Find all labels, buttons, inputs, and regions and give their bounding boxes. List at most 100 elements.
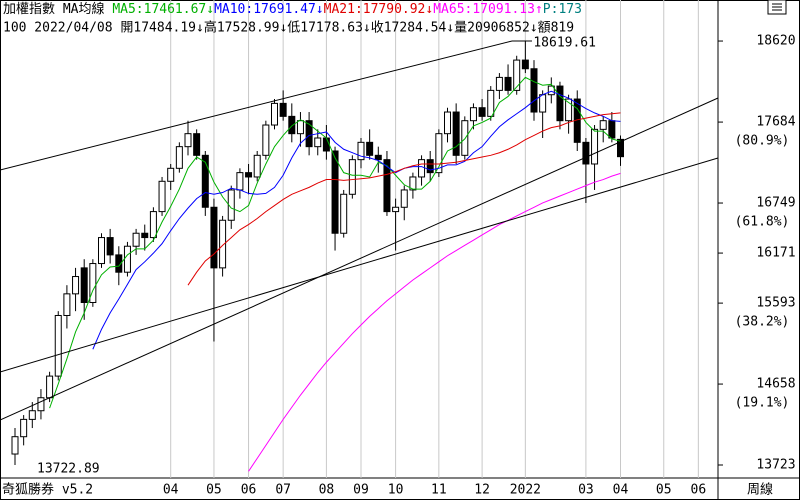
candle-body	[149, 211, 157, 239]
candle-body	[617, 138, 624, 158]
x-tick-label: 10	[388, 483, 404, 498]
candle-body	[435, 133, 443, 174]
candle-body	[322, 137, 330, 152]
candle-body	[115, 254, 123, 273]
header-segment: MA5:17461.67↓	[112, 2, 214, 17]
candle-body	[314, 137, 322, 148]
header: 加權指數 MA均線 MA5:17461.67↓MA10:17691.47↓MA2…	[3, 1, 582, 17]
x-tick-label: 11	[431, 483, 447, 498]
candle-body	[210, 206, 218, 269]
candle-body	[504, 76, 512, 91]
y-tick-label: 13723	[756, 458, 795, 473]
candle-body	[11, 436, 19, 455]
candle-body	[141, 232, 149, 239]
header-segment: MA10:17691.47↓	[214, 2, 324, 17]
candle-body	[565, 98, 573, 122]
y-tick-label: 16171	[756, 246, 795, 261]
x-tick-label: 2022	[510, 483, 541, 498]
candle-body	[348, 159, 356, 195]
candle-body	[513, 59, 521, 91]
header-segment: MA21:17790.92↓	[324, 2, 434, 17]
candle-body	[608, 120, 616, 139]
x-tick-label: 05	[656, 483, 672, 498]
candle-body	[478, 107, 486, 117]
candle-body	[193, 133, 201, 156]
candle-body	[374, 154, 382, 161]
candle-body	[340, 193, 348, 234]
ma-line	[248, 172, 621, 472]
header-segment: 加權指數 MA均線	[3, 1, 112, 17]
trend-line	[0, 157, 719, 373]
y-tick-label: 18620	[756, 34, 795, 49]
footer-right: 周線	[747, 482, 773, 498]
candle-body	[409, 176, 417, 191]
candle-body	[452, 111, 460, 156]
candle-body	[279, 102, 287, 117]
x-tick-label: 07	[275, 483, 291, 498]
footer-left: 奇狐勝券 v5.2	[2, 482, 93, 498]
annotation: 13722.89	[37, 462, 100, 477]
candle-body	[106, 237, 114, 256]
y-tick-label: 14658	[756, 377, 795, 392]
candle-body	[89, 263, 97, 304]
candle-body	[219, 219, 227, 269]
candle-body	[521, 59, 529, 70]
candle-body	[366, 141, 374, 156]
candle-body	[245, 172, 253, 178]
subheader: 100 2022/04/08 開17484.19↓高17528.99↓低1717…	[3, 20, 574, 36]
candle-body	[37, 397, 45, 412]
y-tick-label: 15593	[756, 296, 795, 311]
x-tick-label: 03	[578, 483, 594, 498]
candle-body	[175, 146, 183, 169]
candle-body	[331, 150, 339, 234]
x-tick-label: 04	[613, 483, 629, 498]
candle-body	[530, 68, 538, 113]
candle-body	[227, 189, 235, 221]
candle-body	[132, 232, 140, 247]
candle-body	[262, 124, 270, 156]
candle-body	[305, 120, 313, 148]
fib-label: (38.2%)	[735, 315, 790, 330]
candle-body	[288, 115, 296, 135]
candle-body	[556, 85, 564, 122]
x-tick-label: 08	[319, 483, 335, 498]
candle-body	[63, 293, 71, 316]
y-tick-label: 17684	[756, 115, 795, 130]
candle-body	[599, 120, 607, 130]
fib-label: (80.9%)	[735, 134, 790, 149]
candle-body	[418, 159, 426, 178]
annotation: 18619.61	[533, 36, 596, 51]
menu-icon	[772, 3, 782, 11]
candle-body	[54, 314, 62, 377]
candle-body	[591, 128, 599, 165]
header-segment: P:173	[543, 2, 582, 17]
x-tick-label: 09	[353, 483, 369, 498]
candle-body	[123, 245, 131, 273]
ma-line	[92, 90, 621, 350]
candle-body	[547, 85, 555, 96]
header-segment: MA65:17091.13↑	[433, 2, 543, 17]
candle-body	[539, 94, 547, 113]
candle-body	[357, 141, 365, 161]
candle-body	[20, 418, 28, 438]
candle-body	[392, 206, 400, 213]
x-tick-label: 06	[241, 483, 257, 498]
candle-body	[253, 154, 261, 178]
candle-body	[426, 159, 434, 174]
candle-body	[158, 180, 166, 213]
candle-body	[28, 410, 36, 420]
candle-body	[495, 76, 503, 91]
candle-body	[98, 237, 105, 265]
candle-body	[469, 107, 477, 122]
candle-body	[46, 375, 54, 399]
candle-body	[201, 154, 209, 208]
candle-body	[383, 159, 391, 213]
candle-body	[236, 172, 244, 191]
candle-body	[296, 120, 304, 135]
candle-body	[184, 133, 192, 148]
x-tick-label: 06	[691, 483, 707, 498]
x-tick-label: 12	[474, 483, 490, 498]
trend-line	[0, 97, 719, 421]
candle-body	[400, 189, 408, 208]
